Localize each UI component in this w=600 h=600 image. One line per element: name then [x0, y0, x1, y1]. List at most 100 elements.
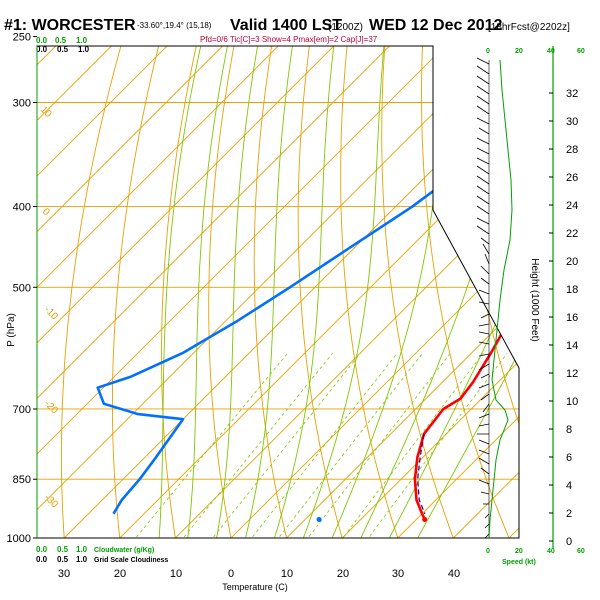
height-tick-label: 20: [566, 256, 578, 268]
isotherm-line: [435, 46, 519, 538]
height-tick-label: 6: [566, 452, 572, 464]
surface-dewpoint-marker: [316, 516, 322, 522]
stability-indices: Pfd=0/6 Tic[C]=3 Show=4 Pmax[em]=2 Cap[J…: [200, 35, 378, 44]
bottom-green-1: 0.5: [57, 545, 69, 554]
height-tick-label: 2: [566, 508, 572, 520]
height-tick-label: 18: [566, 284, 578, 296]
station-coords: -33.60°,19.4° (15,18): [137, 21, 212, 30]
mixing-ratio-label: 5: [256, 541, 261, 550]
dry-adiabat: [534, 0, 600, 556]
bottom-black-2: 1.0: [76, 555, 88, 564]
height-tick-label: 14: [566, 340, 578, 352]
dry-adiabat: [421, 46, 518, 538]
isotherm-line: [37, 46, 147, 538]
height-tick-label: 8: [566, 424, 572, 436]
dewpoint-trace: [96, 46, 519, 515]
moist-adiabat: [324, 46, 447, 538]
wind-speed-profile: [488, 59, 513, 539]
moist-adiabat: [407, 46, 519, 538]
isotherm-line: [37, 46, 480, 538]
cloud-scale-green-0: 0.0: [36, 36, 48, 45]
pressure-axis-label: P (hPa): [6, 313, 17, 347]
isotherm-line: [46, 46, 519, 538]
pressure-tick-label: 700: [13, 404, 31, 416]
surface-temperature-marker: [422, 516, 428, 522]
isotherm-label: -30: [42, 492, 60, 510]
pressure-tick-label: 250: [13, 32, 31, 44]
isotherm-label: 0: [40, 206, 52, 218]
temperature-tick-label: 10: [281, 568, 293, 580]
moist-adiabat: [240, 46, 295, 538]
moist-adiabat: [296, 46, 386, 538]
isotherm-line: [37, 46, 519, 538]
isotherm-line: [37, 46, 202, 538]
mixing-ratio-line: [355, 352, 508, 538]
moist-adiabat: [185, 46, 230, 538]
speed-axis-label: Speed (kt): [502, 559, 536, 566]
dry-adiabat: [459, 46, 519, 538]
plot-frame: [36, 45, 520, 539]
temperature-axis: 30 20 10 0 10 20 30 40: [58, 568, 460, 580]
mixing-ratio-label: 2: [186, 541, 191, 550]
sounding-traces: [96, 46, 519, 522]
forecast-date: WED 12 Dec 2012: [369, 17, 503, 34]
temperature-tick-label: 20: [114, 568, 126, 580]
temperature-tick-label: 30: [58, 568, 70, 580]
zulu-time: (1200Z): [328, 22, 363, 33]
moist-adiabat: [212, 46, 260, 538]
isotherm-label: 10: [38, 104, 54, 120]
mixing-ratio-line: [198, 352, 361, 538]
pressure-tick-label: 850: [13, 474, 31, 486]
height-tick-label: 24: [566, 200, 578, 212]
speed-tick-top-2: 40: [547, 48, 555, 55]
mixing-ratio-line: [237, 352, 398, 538]
bottom-green-0: 0.0: [36, 545, 48, 554]
height-axis-label: Height (1000 Feet): [529, 258, 540, 341]
pressure-tick-label: 500: [13, 282, 31, 294]
station-title: #1: WORCESTER: [4, 17, 136, 34]
bottom-black-0: 0.0: [36, 555, 48, 564]
bottom-green-2: 1.0: [76, 545, 88, 554]
mixing-ratio-label: 15: [374, 541, 383, 550]
dry-adiabat: [569, 0, 600, 556]
temperature-tick-label: 40: [448, 568, 460, 580]
dry-adiabat: [208, 46, 254, 538]
isotherm-line: [268, 46, 519, 538]
top-cloud-scale: 0.0 0.5 1.0 0.0 0.5 1.0: [36, 36, 90, 54]
wind-barb-column: 0 20 40 60 0 20 40 60 Speed (kt): [476, 48, 585, 566]
isotherm-line: [213, 46, 519, 538]
isotherm-label: -20: [42, 398, 60, 416]
mixing-ratio-line: [329, 352, 484, 538]
mixing-ratio-line: [168, 352, 333, 538]
isotherm-line: [37, 46, 425, 538]
temperature-axis-label: Temperature (C): [222, 582, 288, 592]
cloud-scale-black-1: 0.5: [57, 45, 69, 54]
valid-time: Valid 1400 LST: [230, 17, 342, 34]
isotherm-line: [37, 46, 258, 538]
temperature-tick-label: 0: [228, 568, 234, 580]
height-tick-label: 30: [566, 116, 578, 128]
dry-adiabat: [381, 46, 461, 538]
height-tick-label: 26: [566, 172, 578, 184]
adiabat-label: 10: [445, 217, 462, 234]
bottom-black-1: 0.5: [57, 555, 69, 564]
mixing-ratio-label: 3: [216, 541, 221, 550]
speed-tick-bottom-2: 40: [547, 548, 555, 555]
height-tick-label: 12: [566, 368, 578, 380]
mixing-ratio-label: 20: [412, 541, 421, 550]
cloud-scale-black-0: 0.0: [36, 45, 48, 54]
dry-adiabat: [297, 46, 348, 538]
dry-adiabat: [253, 46, 292, 538]
dry-adiabat: [111, 46, 184, 538]
cloud-scale-green-2: 1.0: [76, 36, 88, 45]
dry-adiabat: [60, 46, 149, 538]
height-tick-label: 28: [566, 144, 578, 156]
moist-adiabat: [379, 46, 519, 538]
cloudwater-label: Cloudwater (g/Kg): [94, 547, 154, 554]
cloud-scale-green-1: 0.5: [55, 36, 67, 45]
speed-tick-top-3: 60: [577, 48, 585, 55]
isotherm-line: [379, 46, 519, 538]
